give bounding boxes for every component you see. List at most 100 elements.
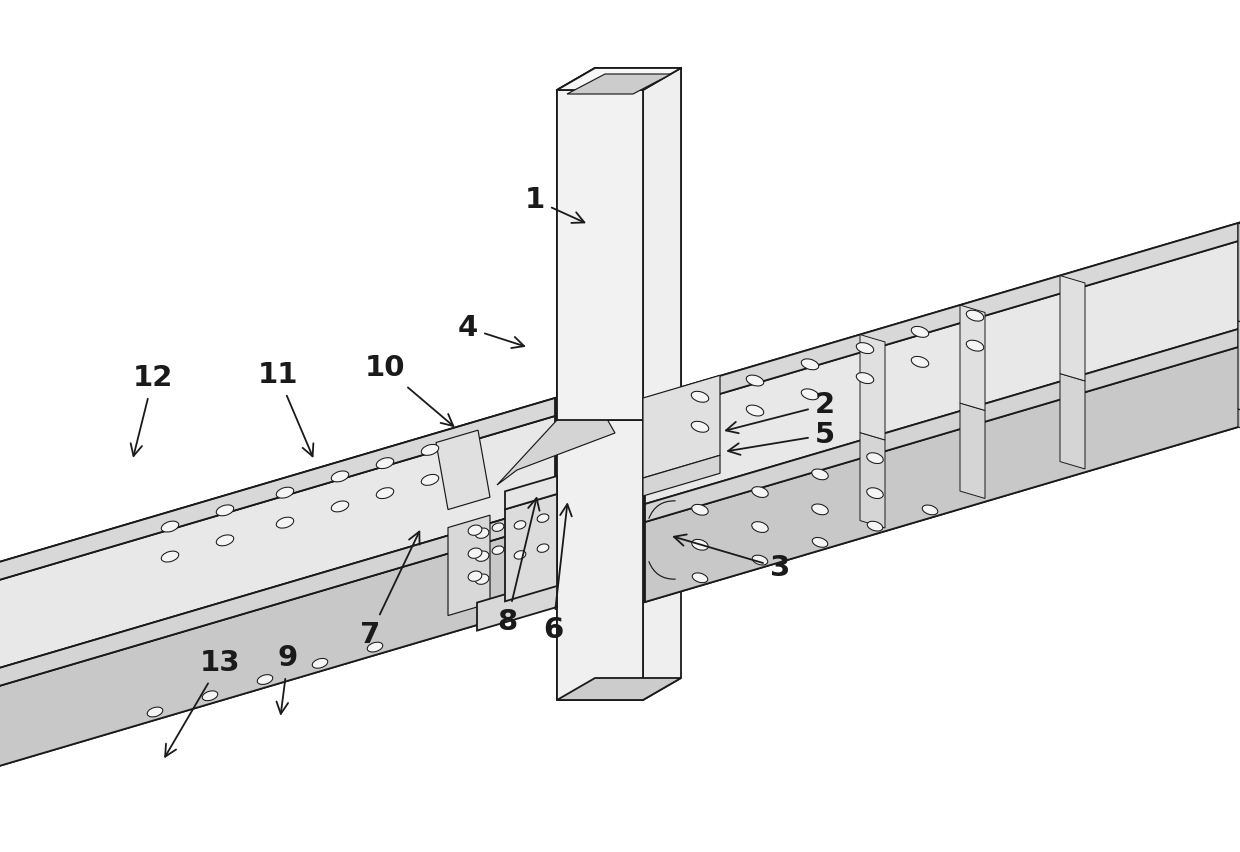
Ellipse shape <box>515 521 526 529</box>
Polygon shape <box>645 408 1240 602</box>
Text: 10: 10 <box>365 354 454 426</box>
Ellipse shape <box>746 375 764 386</box>
Ellipse shape <box>331 501 348 512</box>
Ellipse shape <box>469 548 482 558</box>
Polygon shape <box>0 522 556 780</box>
Polygon shape <box>1238 223 1240 356</box>
Polygon shape <box>644 398 681 700</box>
Ellipse shape <box>751 486 769 498</box>
Polygon shape <box>497 398 615 485</box>
Ellipse shape <box>966 310 983 321</box>
Text: 6: 6 <box>543 504 572 644</box>
Polygon shape <box>644 375 720 478</box>
Text: 11: 11 <box>258 361 314 457</box>
Polygon shape <box>960 403 985 498</box>
Ellipse shape <box>801 389 818 400</box>
Polygon shape <box>505 494 557 602</box>
Ellipse shape <box>515 550 526 559</box>
Text: 2: 2 <box>725 391 835 433</box>
Text: 5: 5 <box>728 421 835 455</box>
Ellipse shape <box>691 422 709 432</box>
Ellipse shape <box>422 445 439 455</box>
Text: 9: 9 <box>277 644 298 714</box>
Ellipse shape <box>202 691 218 700</box>
Polygon shape <box>436 430 490 509</box>
Ellipse shape <box>475 528 489 538</box>
Ellipse shape <box>148 707 162 717</box>
Polygon shape <box>448 515 490 615</box>
Ellipse shape <box>312 659 327 668</box>
Text: 13: 13 <box>165 649 241 757</box>
Polygon shape <box>960 305 985 411</box>
Ellipse shape <box>691 391 709 402</box>
Polygon shape <box>0 398 556 595</box>
Polygon shape <box>645 347 1240 602</box>
Ellipse shape <box>911 326 929 337</box>
Polygon shape <box>557 68 681 90</box>
Polygon shape <box>644 455 720 496</box>
Polygon shape <box>644 398 706 480</box>
Polygon shape <box>861 335 885 440</box>
Ellipse shape <box>753 556 768 565</box>
Ellipse shape <box>161 551 179 562</box>
Text: 1: 1 <box>525 186 584 223</box>
Text: 8: 8 <box>497 498 539 636</box>
Polygon shape <box>0 416 556 682</box>
Polygon shape <box>557 420 644 700</box>
Ellipse shape <box>692 504 708 515</box>
Ellipse shape <box>923 505 937 515</box>
Ellipse shape <box>692 539 708 550</box>
Polygon shape <box>0 478 556 675</box>
Text: 4: 4 <box>458 314 525 348</box>
Polygon shape <box>645 222 1240 478</box>
Polygon shape <box>1238 223 1240 330</box>
Ellipse shape <box>367 642 383 652</box>
Ellipse shape <box>277 517 294 528</box>
Text: 7: 7 <box>360 532 419 649</box>
Ellipse shape <box>376 487 394 498</box>
Polygon shape <box>645 240 1240 504</box>
Polygon shape <box>0 398 556 657</box>
Polygon shape <box>645 222 1240 416</box>
Ellipse shape <box>911 356 929 367</box>
Polygon shape <box>645 320 1240 584</box>
Polygon shape <box>0 496 556 763</box>
Polygon shape <box>557 398 595 700</box>
Ellipse shape <box>216 505 233 515</box>
Ellipse shape <box>537 514 549 522</box>
Ellipse shape <box>492 546 503 555</box>
Ellipse shape <box>216 535 233 546</box>
Polygon shape <box>1238 321 1240 411</box>
Ellipse shape <box>867 487 883 498</box>
Ellipse shape <box>867 521 883 531</box>
Polygon shape <box>1060 275 1085 381</box>
Ellipse shape <box>277 487 294 498</box>
Ellipse shape <box>469 525 482 535</box>
Ellipse shape <box>867 452 883 463</box>
Ellipse shape <box>492 523 503 532</box>
Polygon shape <box>645 329 1240 522</box>
Ellipse shape <box>376 458 394 469</box>
Ellipse shape <box>537 544 549 552</box>
Ellipse shape <box>857 372 874 383</box>
Polygon shape <box>1060 373 1085 469</box>
Ellipse shape <box>966 340 983 351</box>
Polygon shape <box>557 90 644 420</box>
Ellipse shape <box>331 471 348 482</box>
Polygon shape <box>861 433 885 528</box>
Ellipse shape <box>751 521 769 532</box>
Polygon shape <box>505 476 557 509</box>
Ellipse shape <box>475 574 489 584</box>
Polygon shape <box>644 68 681 420</box>
Ellipse shape <box>257 675 273 684</box>
Ellipse shape <box>812 538 828 547</box>
Polygon shape <box>1238 409 1240 436</box>
Polygon shape <box>567 74 671 94</box>
Ellipse shape <box>475 551 489 561</box>
Text: 12: 12 <box>130 364 174 456</box>
Text: 3: 3 <box>673 534 790 582</box>
Polygon shape <box>645 302 1240 496</box>
Polygon shape <box>0 504 556 700</box>
Ellipse shape <box>857 343 874 354</box>
Ellipse shape <box>161 521 179 532</box>
